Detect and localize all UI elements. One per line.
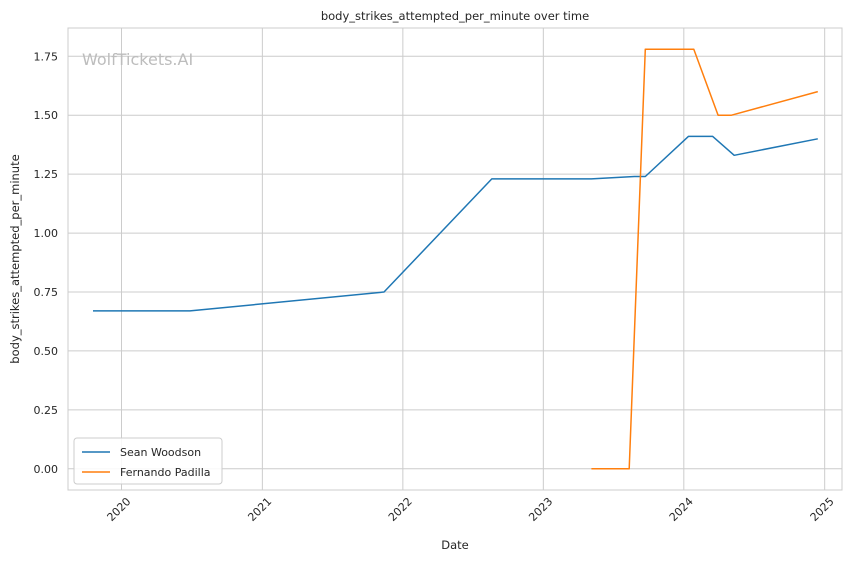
x-axis: 2020 2021 2022 2023 2024 2025 xyxy=(105,495,837,524)
y-tick-label: 1.25 xyxy=(34,168,59,181)
x-tick-label: 2024 xyxy=(667,495,696,524)
y-axis-label: body_strikes_attempted_per_minute xyxy=(8,154,22,363)
y-tick-label: 0.50 xyxy=(34,345,59,358)
y-tick-label: 0.75 xyxy=(34,286,59,299)
legend-label: Sean Woodson xyxy=(120,446,201,459)
y-tick-label: 1.50 xyxy=(34,109,59,122)
y-tick-label: 1.75 xyxy=(34,50,59,63)
grid xyxy=(68,28,842,490)
chart-title: body_strikes_attempted_per_minute over t… xyxy=(321,9,589,23)
plot-area xyxy=(68,28,842,490)
y-tick-label: 0.25 xyxy=(34,404,59,417)
watermark: WolfTickets.AI xyxy=(82,50,193,69)
plot-frame xyxy=(67,27,843,491)
x-tick-label: 2020 xyxy=(105,495,134,524)
series-layer xyxy=(93,48,818,470)
x-tick-label: 2025 xyxy=(808,495,837,524)
y-tick-label: 1.00 xyxy=(34,227,59,240)
y-tick-label: 0.00 xyxy=(34,463,59,476)
x-tick-label: 2023 xyxy=(526,495,555,524)
y-axis: 0.00 0.25 0.50 0.75 1.00 1.25 1.50 1.75 xyxy=(34,50,59,476)
x-axis-label: Date xyxy=(441,538,469,552)
series-line xyxy=(591,48,818,470)
legend-box xyxy=(73,437,223,485)
legend-label: Fernando Padilla xyxy=(120,466,211,479)
x-tick-label: 2021 xyxy=(245,495,274,524)
x-tick-label: 2022 xyxy=(386,495,415,524)
legend: Sean Woodson Fernando Padilla xyxy=(73,437,223,485)
series-line xyxy=(93,135,818,312)
